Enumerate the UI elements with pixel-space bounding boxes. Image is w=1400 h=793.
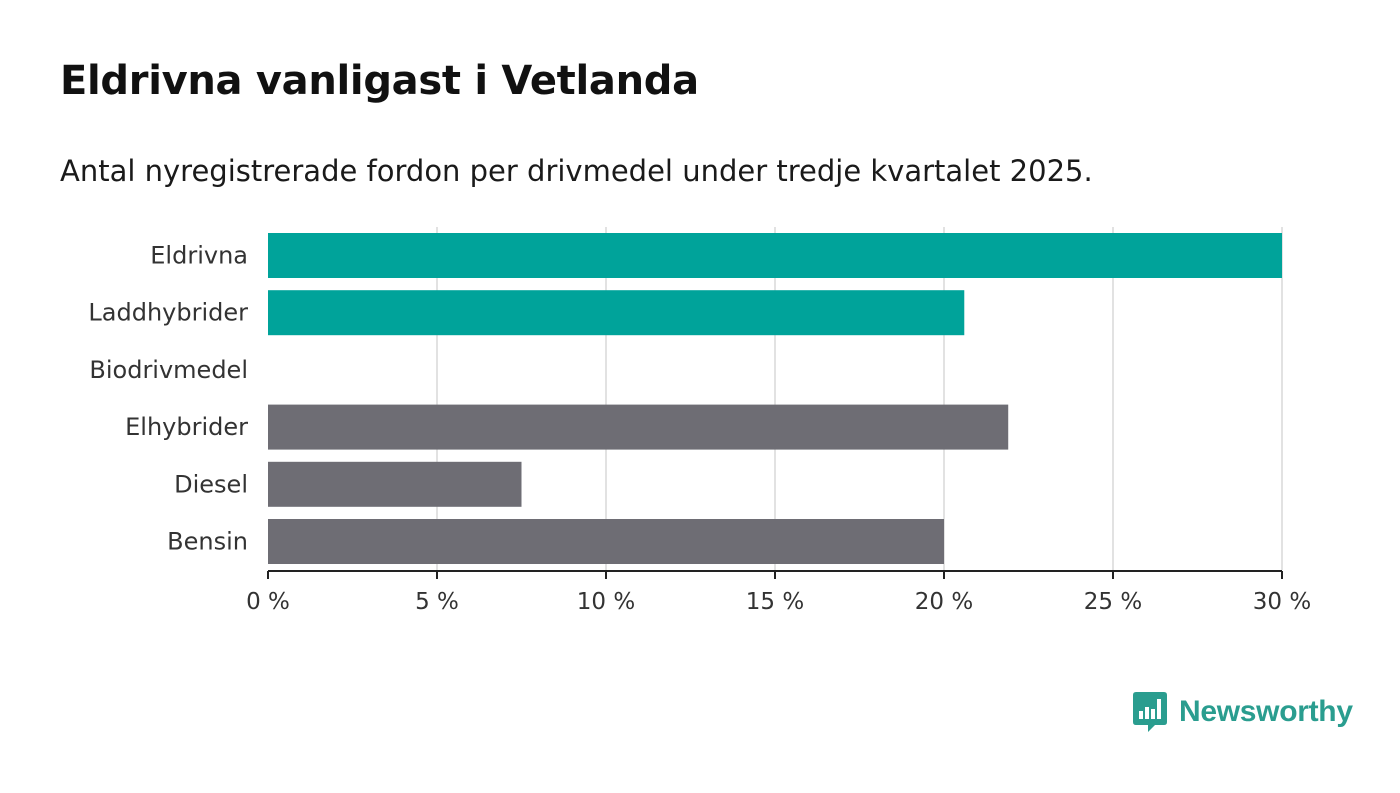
brand-logo: Newsworthy (1133, 692, 1353, 732)
category-label-eldrivna: Eldrivna (150, 242, 248, 270)
category-label-bensin: Bensin (167, 528, 248, 556)
x-tick-label-1: 5 % (415, 589, 459, 615)
x-tick-label-6: 30 % (1253, 589, 1311, 615)
category-label-diesel: Diesel (174, 470, 248, 498)
x-tick-label-5: 25 % (1084, 589, 1142, 615)
brand-name: Newsworthy (1179, 695, 1353, 728)
x-tick-label-4: 20 % (915, 589, 973, 615)
category-labels: Eldrivna Laddhybrider Biodrivmedel Elhybrid… (88, 242, 248, 556)
x-tick-label-0: 0 % (246, 589, 290, 615)
x-tick-label-3: 15 % (746, 589, 804, 615)
bar-laddhybrider (268, 290, 965, 336)
category-label-laddhybrider: Laddhybrider (88, 299, 248, 327)
x-tick-label-2: 10 % (577, 589, 635, 615)
bar-bensin (268, 519, 944, 564)
chart-title: Eldrivna vanligast i Vetlanda (60, 58, 699, 104)
grid-lines (436, 227, 1283, 570)
chart-subtitle: Antal nyregistrerade fordon per drivmede… (60, 154, 1093, 188)
category-label-biodrivmedel: Biodrivmedel (89, 356, 248, 384)
newsworthy-logo-icon (1133, 692, 1167, 732)
bar-eldrivna (268, 233, 1282, 278)
bar-chart: 0 % 5 % 10 % 15 % 20 % 25 % 30 % Eldrivna Laddh… (88, 227, 1311, 615)
bar-elhybrider (268, 404, 1009, 450)
x-axis: 0 % 5 % 10 % 15 % 20 % 25 % 30 % (246, 570, 1311, 615)
category-label-elhybrider: Elhybrider (125, 413, 248, 441)
bar-diesel (268, 461, 522, 507)
bars (268, 233, 1282, 564)
